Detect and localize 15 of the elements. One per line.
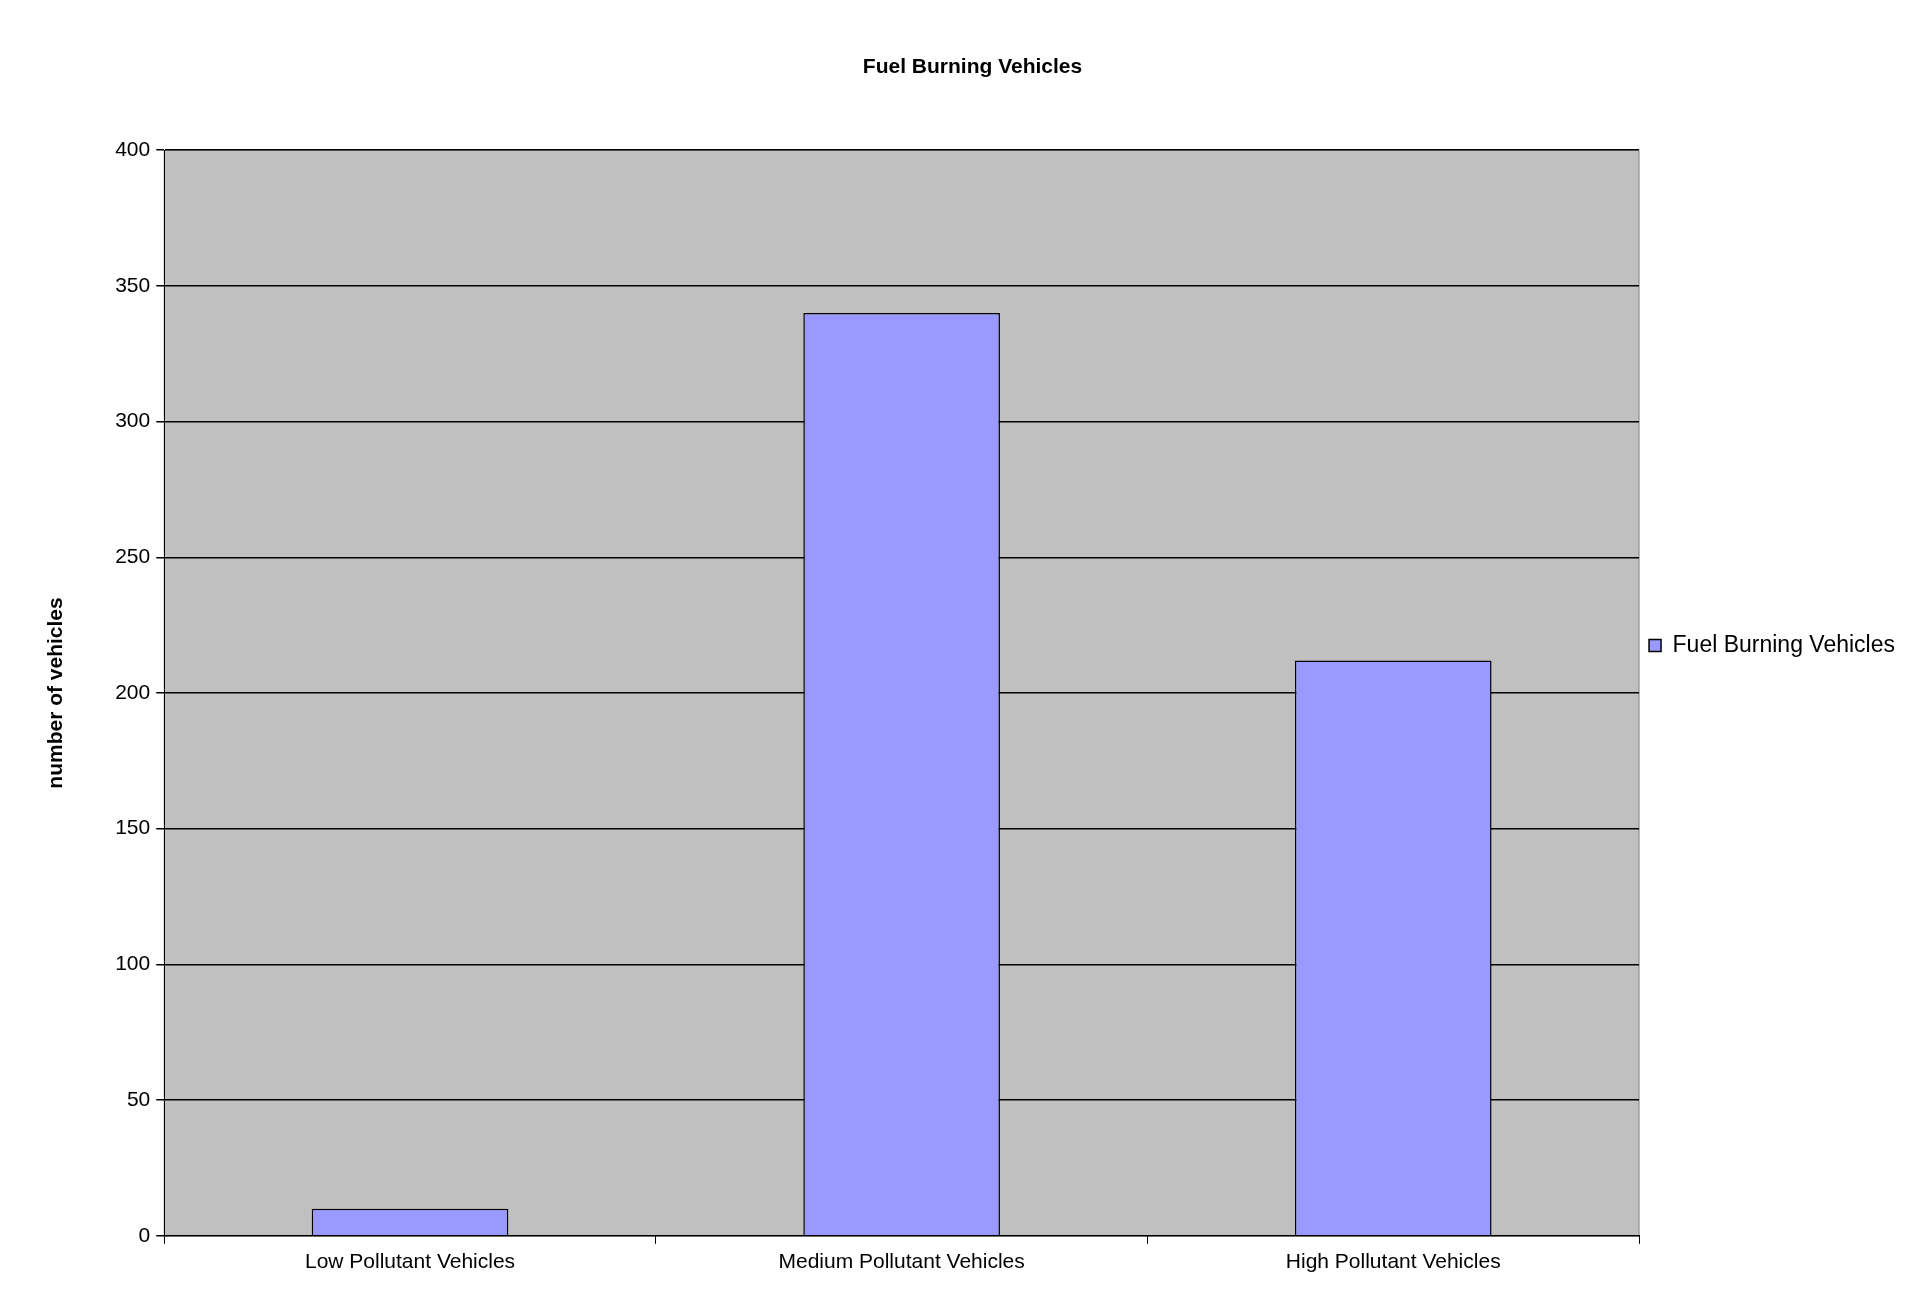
y-tick-label: 350 — [115, 272, 151, 296]
y-tick-label: 50 — [126, 1086, 151, 1110]
y-axis-title: number of vehicles — [43, 597, 67, 789]
y-tick-label: 150 — [115, 815, 151, 839]
y-tick-label: 100 — [115, 951, 151, 975]
y-tick-label: 300 — [115, 408, 151, 432]
x-tick-label: Medium Pollutant Vehicles — [778, 1249, 1025, 1273]
x-tick-label: Low Pollutant Vehicles — [304, 1249, 516, 1273]
y-tick-label: 0 — [138, 1222, 151, 1246]
chart-title: Fuel Burning Vehicles — [862, 54, 1083, 78]
y-tick-label: 400 — [115, 137, 151, 160]
legend-label: Fuel Burning Vehicles — [1672, 630, 1895, 657]
x-tick-label: High Pollutant Vehicles — [1285, 1249, 1501, 1273]
y-tick-label: 250 — [115, 544, 151, 568]
y-tick-label: 200 — [115, 679, 151, 703]
